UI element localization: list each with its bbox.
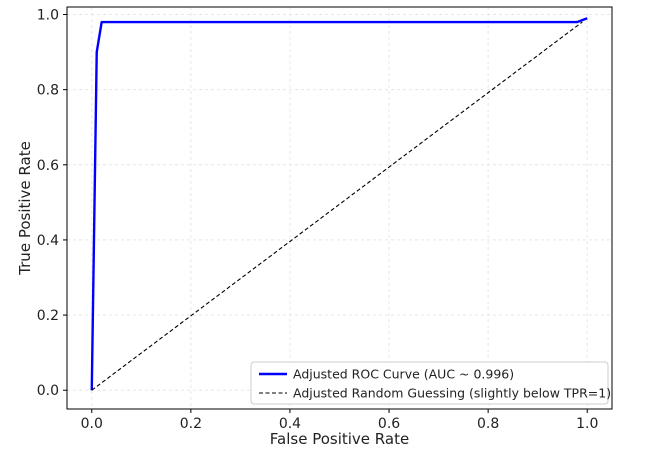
x-tick-label: 0.4	[279, 416, 301, 432]
y-tick-label: 0.6	[37, 158, 59, 174]
x-tick-label: 1.0	[576, 416, 598, 432]
random-guessing-line	[91, 21, 583, 391]
x-axis-label: False Positive Rate	[270, 430, 409, 448]
y-tick-label: 0.4	[37, 233, 59, 249]
roc-curve-line	[90, 17, 588, 391]
x-tick-label: 0.6	[378, 416, 400, 432]
legend: Adjusted ROC Curve (AUC ~ 0.996) Adjuste…	[250, 361, 611, 405]
x-tick-label: 0.8	[477, 416, 499, 432]
y-axis-ticks: 0.0 0.2 0.4 0.6 0.8 1.0	[37, 8, 67, 399]
x-tick-label: 0.0	[81, 416, 103, 432]
y-tick-label: 0.8	[37, 83, 59, 99]
x-tick-label: 0.2	[180, 416, 202, 432]
y-tick-label: 1.0	[37, 8, 59, 24]
x-axis-ticks: 0.0 0.2 0.4 0.6 0.8 1.0	[81, 409, 598, 432]
legend-label-random-guessing: Adjusted Random Guessing (slightly below…	[293, 386, 611, 401]
y-tick-label: 0.0	[37, 383, 59, 399]
legend-label-roc-curve: Adjusted ROC Curve (AUC ~ 0.996)	[293, 367, 514, 382]
grid-lines	[67, 7, 612, 409]
y-axis-label: True Positive Rate	[16, 141, 34, 276]
y-tick-label: 0.2	[37, 308, 59, 324]
plot-frame	[66, 6, 613, 410]
legend-box	[250, 361, 609, 405]
series-layer	[90, 17, 588, 391]
